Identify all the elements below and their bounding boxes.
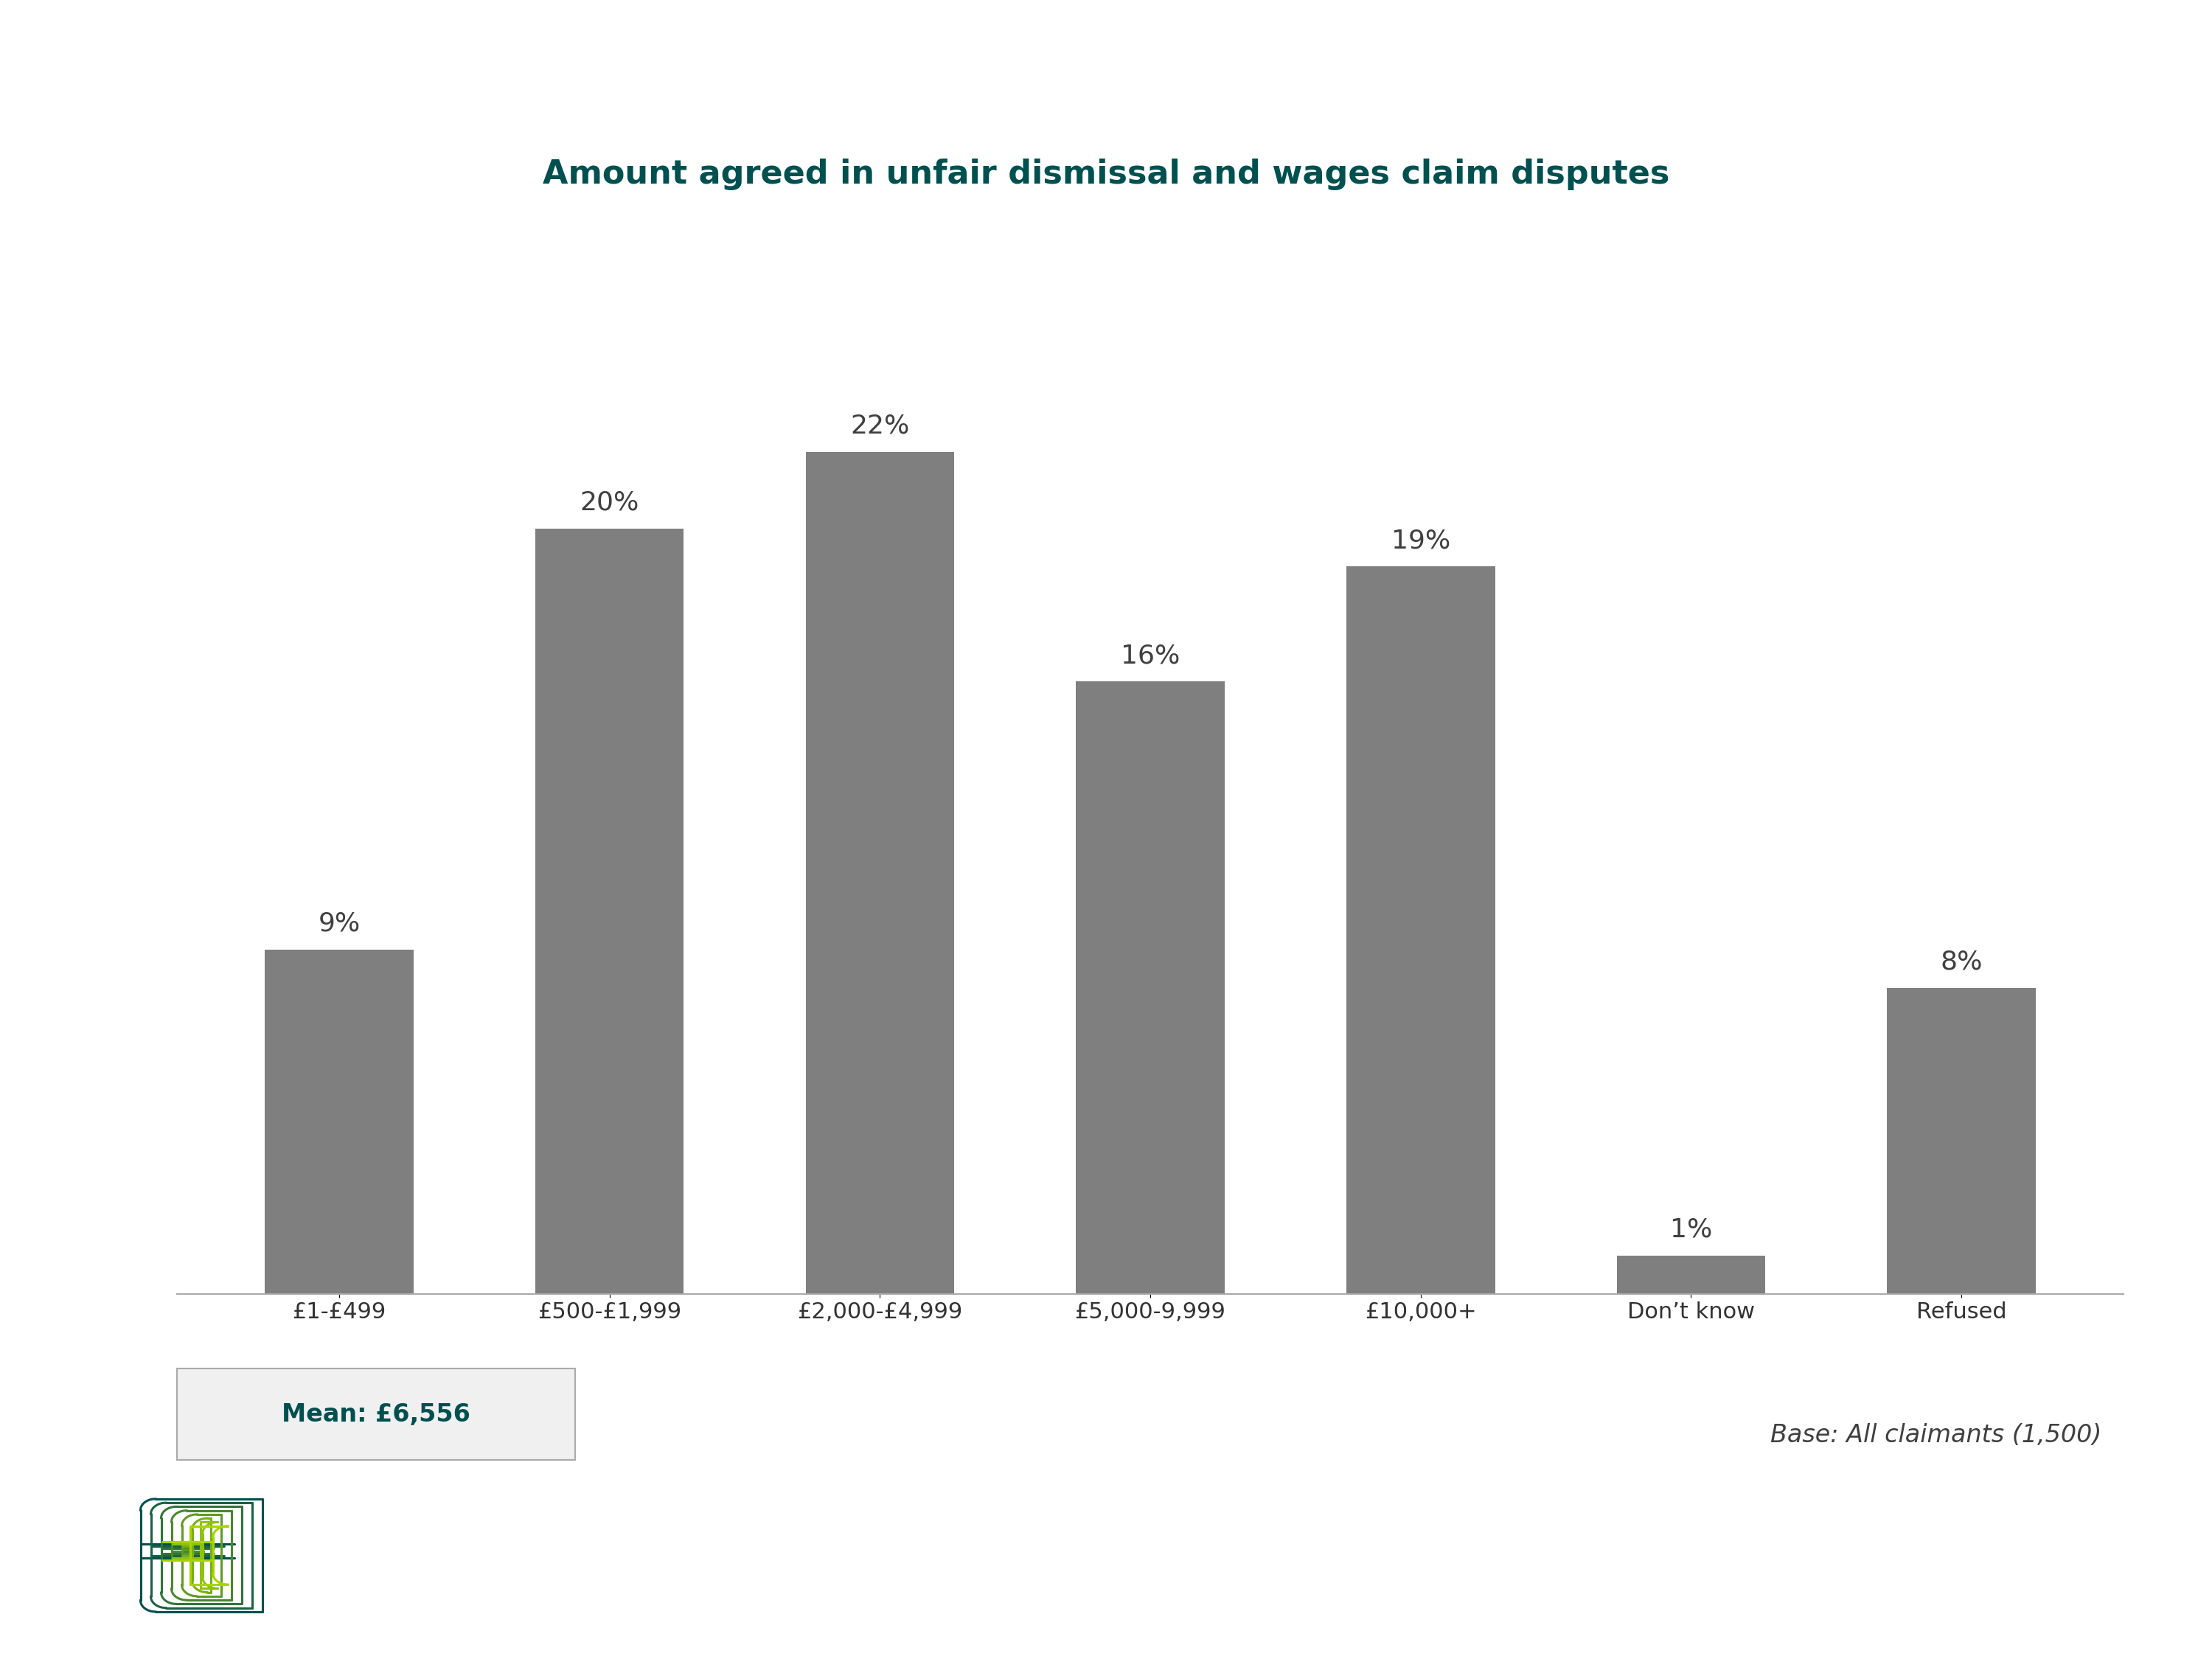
Bar [265,949,414,1294]
Bar [1075,682,1225,1294]
Bar [1617,1256,1765,1294]
Text: 16%: 16% [1121,644,1179,669]
Bar [805,451,953,1294]
Bar [1347,567,1495,1294]
Bar [535,528,684,1294]
Text: Mean: £6,556: Mean: £6,556 [281,1402,471,1427]
Text: 8%: 8% [1940,949,1982,974]
Text: 19%: 19% [1391,528,1451,552]
Text: Base: All claimants (1,500): Base: All claimants (1,500) [1770,1423,2101,1447]
Text: 9%: 9% [319,911,361,936]
Text: 1%: 1% [1670,1218,1712,1243]
Text: 20%: 20% [580,489,639,514]
Bar [1887,987,2035,1294]
Text: Amount agreed in unfair dismissal and wages claim disputes: Amount agreed in unfair dismissal and wa… [542,158,1670,191]
Text: 22%: 22% [849,413,909,438]
